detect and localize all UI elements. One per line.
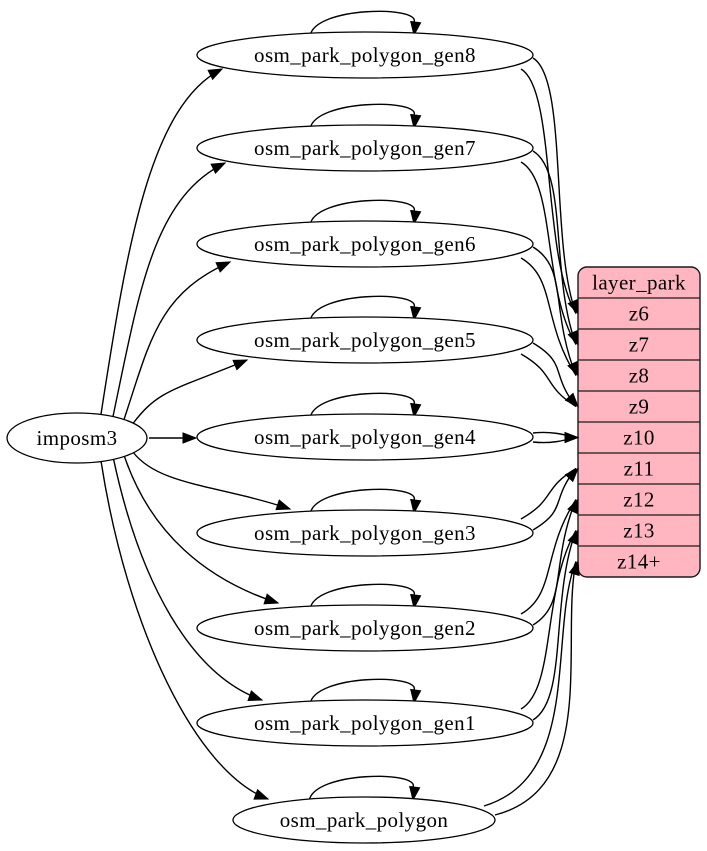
- node-osm_park_polygon_gen1: [196, 699, 534, 747]
- edge-osm_park_polygon_gen6: [520, 257, 577, 376]
- edge-osm_park_polygon_gen2: [520, 499, 577, 615]
- table-row-z13: z13: [623, 519, 655, 543]
- arrowhead-icon: [567, 529, 579, 546]
- self-loop-osm_park_polygon_gen7: [309, 103, 415, 130]
- edge-imposm3-osm_park_polygon_gen5: [132, 359, 248, 424]
- node-osm_park_polygon_gen3: [196, 509, 534, 557]
- edge-osm_park_polygon_gen2: [532, 499, 577, 626]
- arrowhead-icon: [567, 498, 579, 515]
- arrowhead-icon: [232, 359, 249, 371]
- edge-osm_park_polygon_gen1: [532, 530, 577, 721]
- table-row-z10: z10: [623, 426, 655, 450]
- arrowhead-icon: [567, 298, 579, 315]
- arrowhead-icon: [567, 360, 579, 377]
- node-osm_park_polygon-label: osm_park_polygon: [280, 808, 449, 832]
- arrowhead-icon: [410, 498, 422, 515]
- node-osm_park_polygon_gen2-label: osm_park_polygon_gen2: [254, 616, 476, 640]
- edge-osm_park_polygon_gen8: [520, 68, 577, 314]
- node-imposm3: [6, 412, 148, 464]
- edge-osm_park_polygon_gen7: [520, 161, 577, 345]
- node-osm_park_polygon_gen6: [196, 220, 534, 268]
- arrowhead-icon: [275, 499, 292, 511]
- arrowhead-icon: [410, 402, 422, 419]
- self-loop-osm_park_polygon_gen8: [309, 10, 415, 37]
- table-row-z12: z12: [623, 488, 655, 512]
- arrowhead-icon: [210, 162, 227, 175]
- edge-osm_park_polygon_gen7: [532, 150, 577, 345]
- arrowhead-icon: [564, 392, 579, 408]
- node-osm_park_polygon_gen2: [196, 604, 534, 652]
- self-loop-osm_park_polygon: [308, 775, 414, 802]
- edge-osm_park_polygon: [494, 561, 577, 816]
- self-loop-osm_park_polygon_gen1: [309, 678, 415, 705]
- self-loop-osm_park_polygon_gen3: [309, 488, 415, 515]
- arrowhead-icon: [182, 432, 198, 444]
- arrowhead-icon: [410, 305, 422, 322]
- table-row-z8: z8: [629, 364, 650, 388]
- node-osm_park_polygon_gen8: [196, 31, 534, 79]
- node-osm_park_polygon_gen5: [196, 316, 534, 364]
- table-row-z14+: z14+: [617, 550, 661, 574]
- arrowhead-icon: [247, 690, 264, 701]
- node-imposm3-label: imposm3: [37, 426, 118, 450]
- node-osm_park_polygon_gen8-label: osm_park_polygon_gen8: [254, 43, 476, 67]
- arrowhead-icon: [215, 261, 232, 273]
- table-row-z7: z7: [629, 333, 650, 357]
- layer-table-title: layer_park: [592, 271, 686, 295]
- edge-imposm3-osm_park_polygon_gen6: [123, 261, 231, 420]
- edge-imposm3-osm_park_polygon_gen3: [132, 452, 291, 510]
- self-loop-osm_park_polygon_gen4: [309, 392, 415, 419]
- edge-osm_park_polygon_gen6: [532, 246, 577, 376]
- arrowhead-icon: [410, 20, 422, 37]
- node-osm_park_polygon_gen7-label: osm_park_polygon_gen7: [254, 136, 476, 160]
- node-osm_park_polygon_gen5-label: osm_park_polygon_gen5: [254, 328, 476, 352]
- edge-imposm3-osm_park_polygon_gen7: [112, 162, 226, 417]
- arrowhead-icon: [567, 329, 579, 346]
- arrowhead-icon: [410, 209, 422, 226]
- node-osm_park_polygon_gen4-label: osm_park_polygon_gen4: [254, 425, 476, 449]
- edge-imposm3-osm_park_polygon_gen2: [123, 456, 279, 604]
- arrowhead-icon: [410, 113, 422, 130]
- edge-imposm3-osm_park_polygon_gen1: [112, 459, 263, 701]
- arrowhead-icon: [564, 467, 579, 483]
- table-row-z6: z6: [629, 302, 650, 326]
- arrowhead-icon: [409, 785, 421, 802]
- arrowhead-icon: [410, 688, 422, 705]
- node-osm_park_polygon_gen4: [196, 413, 534, 461]
- arrowhead-icon: [568, 560, 580, 577]
- arrowhead-icon: [253, 788, 270, 800]
- arrowhead-icon: [410, 593, 422, 610]
- self-loop-osm_park_polygon_gen2: [309, 583, 415, 610]
- edge-osm_park_polygon_gen8: [532, 57, 577, 314]
- arrowhead-icon: [207, 68, 224, 81]
- node-osm_park_polygon_gen3-label: osm_park_polygon_gen3: [254, 521, 476, 545]
- node-osm_park_polygon_gen6-label: osm_park_polygon_gen6: [254, 232, 476, 256]
- edge-imposm3-osm_park_polygon: [100, 461, 269, 800]
- arrowhead-icon: [263, 593, 280, 605]
- edge-imposm3-osm_park_polygon_gen8: [100, 68, 223, 415]
- self-loop-osm_park_polygon_gen6: [309, 199, 415, 226]
- table-row-z11: z11: [624, 457, 655, 481]
- self-loop-osm_park_polygon_gen5: [309, 295, 415, 322]
- edge-osm_park_polygon: [483, 561, 577, 807]
- node-osm_park_polygon_gen1-label: osm_park_polygon_gen1: [254, 711, 476, 735]
- arrowhead-icon: [564, 431, 580, 444]
- node-osm_park_polygon: [232, 796, 496, 844]
- edge-osm_park_polygon_gen1: [520, 530, 577, 710]
- table-row-z9: z9: [629, 395, 650, 419]
- node-osm_park_polygon_gen7: [196, 124, 534, 172]
